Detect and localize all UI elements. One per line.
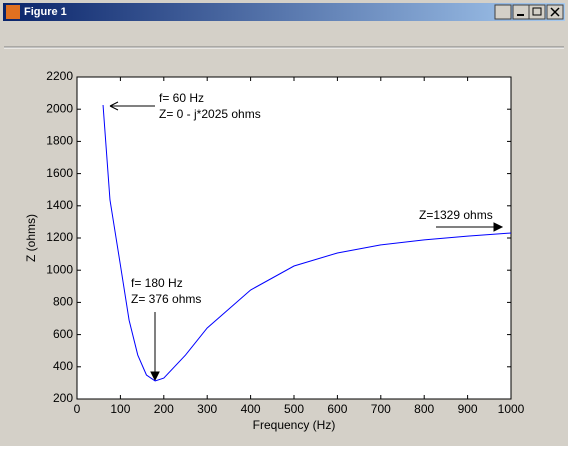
annotation: Z=1329 ohms bbox=[419, 208, 493, 222]
arrow bbox=[150, 312, 160, 382]
x-tick-label: 100 bbox=[110, 402, 130, 416]
x-tick-label: 400 bbox=[241, 402, 261, 416]
arrow bbox=[436, 222, 504, 232]
line-series bbox=[102, 104, 512, 382]
y-tick-label: 200 bbox=[53, 391, 73, 405]
y-tick-label: 1800 bbox=[46, 134, 73, 148]
annotation: f= 60 Hz bbox=[159, 91, 204, 105]
x-tick-label: 0 bbox=[74, 402, 81, 416]
y-tick-label: 1200 bbox=[46, 230, 73, 244]
annotation: Z= 376 ohms bbox=[131, 292, 201, 306]
y-tick-label: 2000 bbox=[46, 101, 73, 115]
x-tick-label: 300 bbox=[197, 402, 217, 416]
y-axis-label: Z (ohms) bbox=[24, 214, 38, 262]
y-tick-label: 800 bbox=[53, 295, 73, 309]
x-tick-label: 700 bbox=[371, 402, 391, 416]
arrow bbox=[109, 101, 155, 111]
minimize-button[interactable] bbox=[512, 4, 530, 20]
app-icon bbox=[6, 5, 20, 19]
window-title: Figure 1 bbox=[24, 6, 67, 18]
x-tick-label: 1000 bbox=[498, 402, 525, 416]
dock-button[interactable] bbox=[494, 4, 512, 20]
x-tick-label: 600 bbox=[327, 402, 347, 416]
y-tick-label: 2200 bbox=[46, 69, 73, 83]
x-tick-label: 200 bbox=[154, 402, 174, 416]
window-buttons[interactable] bbox=[494, 4, 564, 20]
y-tick-label: 1600 bbox=[46, 166, 73, 180]
x-tick-label: 800 bbox=[414, 402, 434, 416]
y-tick-label: 1400 bbox=[46, 198, 73, 212]
title-bar bbox=[3, 3, 565, 21]
y-tick-label: 400 bbox=[53, 359, 73, 373]
axes bbox=[76, 76, 512, 400]
x-tick-label: 500 bbox=[284, 402, 304, 416]
annotation: Z= 0 - j*2025 ohms bbox=[159, 107, 261, 121]
annotation: f= 180 Hz bbox=[131, 276, 183, 290]
y-tick-label: 600 bbox=[53, 327, 73, 341]
close-glyph bbox=[550, 7, 560, 17]
maximize-glyph bbox=[532, 7, 542, 16]
y-tick-label: 1000 bbox=[46, 262, 73, 276]
x-tick-label: 900 bbox=[458, 402, 478, 416]
maximize-button[interactable] bbox=[528, 4, 546, 20]
x-axis-label: Frequency (Hz) bbox=[253, 418, 336, 432]
